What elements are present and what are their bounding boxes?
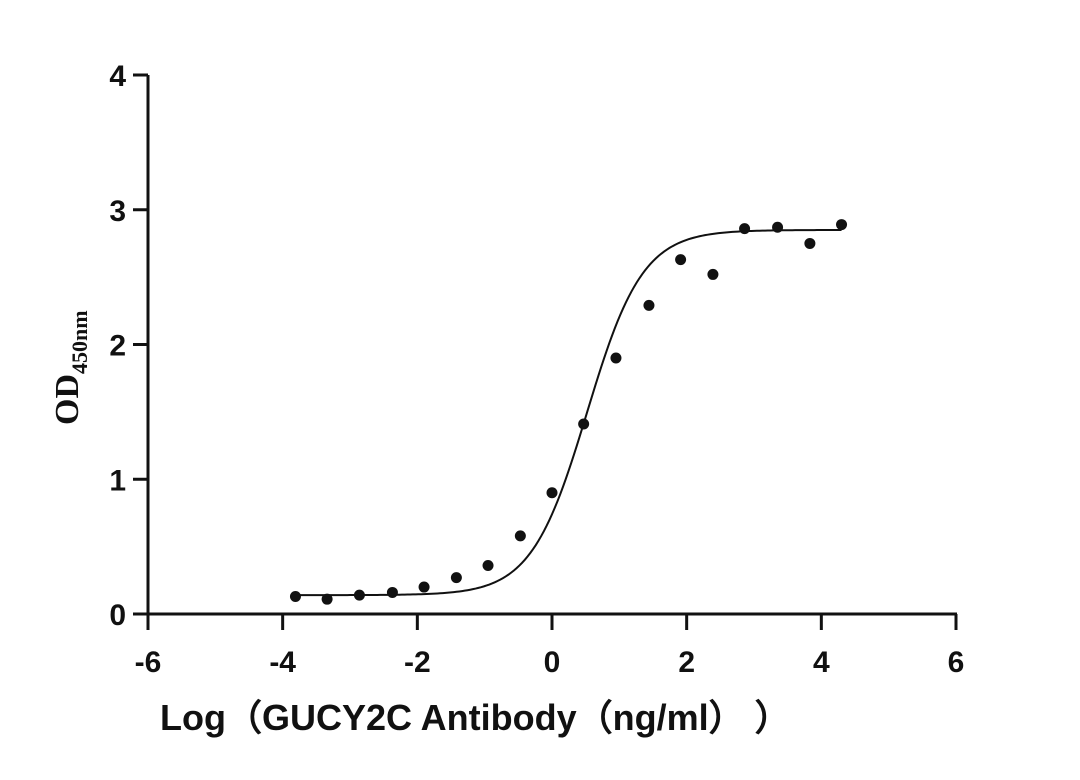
- x-tick-label: -6: [135, 646, 162, 679]
- x-tick-label: -4: [269, 646, 296, 679]
- data-point: [578, 418, 590, 430]
- data-point: [804, 237, 816, 249]
- y-ticks: 0 1 2 3 4: [109, 60, 148, 632]
- data-point: [610, 352, 622, 364]
- data-point: [643, 299, 655, 311]
- data-point: [450, 572, 462, 584]
- y-tick-label: 1: [109, 464, 126, 497]
- y-axis-title-main: OD: [49, 374, 86, 425]
- x-tick-label: -2: [404, 646, 431, 679]
- data-point: [675, 254, 687, 266]
- y-axis-title-subscript: 450nm: [67, 310, 92, 374]
- data-point: [289, 590, 301, 602]
- y-tick-label: 3: [109, 195, 126, 228]
- fit-curve: [295, 229, 842, 597]
- data-point: [514, 530, 526, 542]
- data-point: [772, 221, 784, 233]
- y-tick-label: 4: [109, 60, 126, 93]
- data-points: [289, 219, 848, 605]
- x-axis-title: Log（GUCY2C Antibody（ng/ml） ）: [160, 697, 791, 738]
- data-point: [321, 593, 333, 605]
- data-point: [353, 589, 365, 601]
- x-tick-label: 0: [544, 646, 561, 679]
- data-point: [546, 487, 558, 499]
- x-tick-label: 4: [813, 646, 830, 679]
- data-point: [482, 559, 494, 571]
- x-tick-label: 6: [948, 646, 965, 679]
- axes: 0 1 2 3 4 -6 -4 -2 0 2 4 6: [109, 60, 964, 679]
- x-ticks: -6 -4 -2 0 2 4 6: [135, 614, 965, 679]
- data-point: [739, 223, 751, 235]
- y-axis-title: OD450nm: [49, 310, 92, 425]
- data-point: [836, 219, 848, 231]
- data-point: [386, 586, 398, 598]
- y-tick-label: 0: [109, 599, 126, 632]
- svg-text:OD450nm: OD450nm: [49, 310, 92, 425]
- x-tick-label: 2: [678, 646, 695, 679]
- data-point: [418, 581, 430, 593]
- data-point: [707, 268, 719, 280]
- y-tick-label: 2: [109, 330, 126, 363]
